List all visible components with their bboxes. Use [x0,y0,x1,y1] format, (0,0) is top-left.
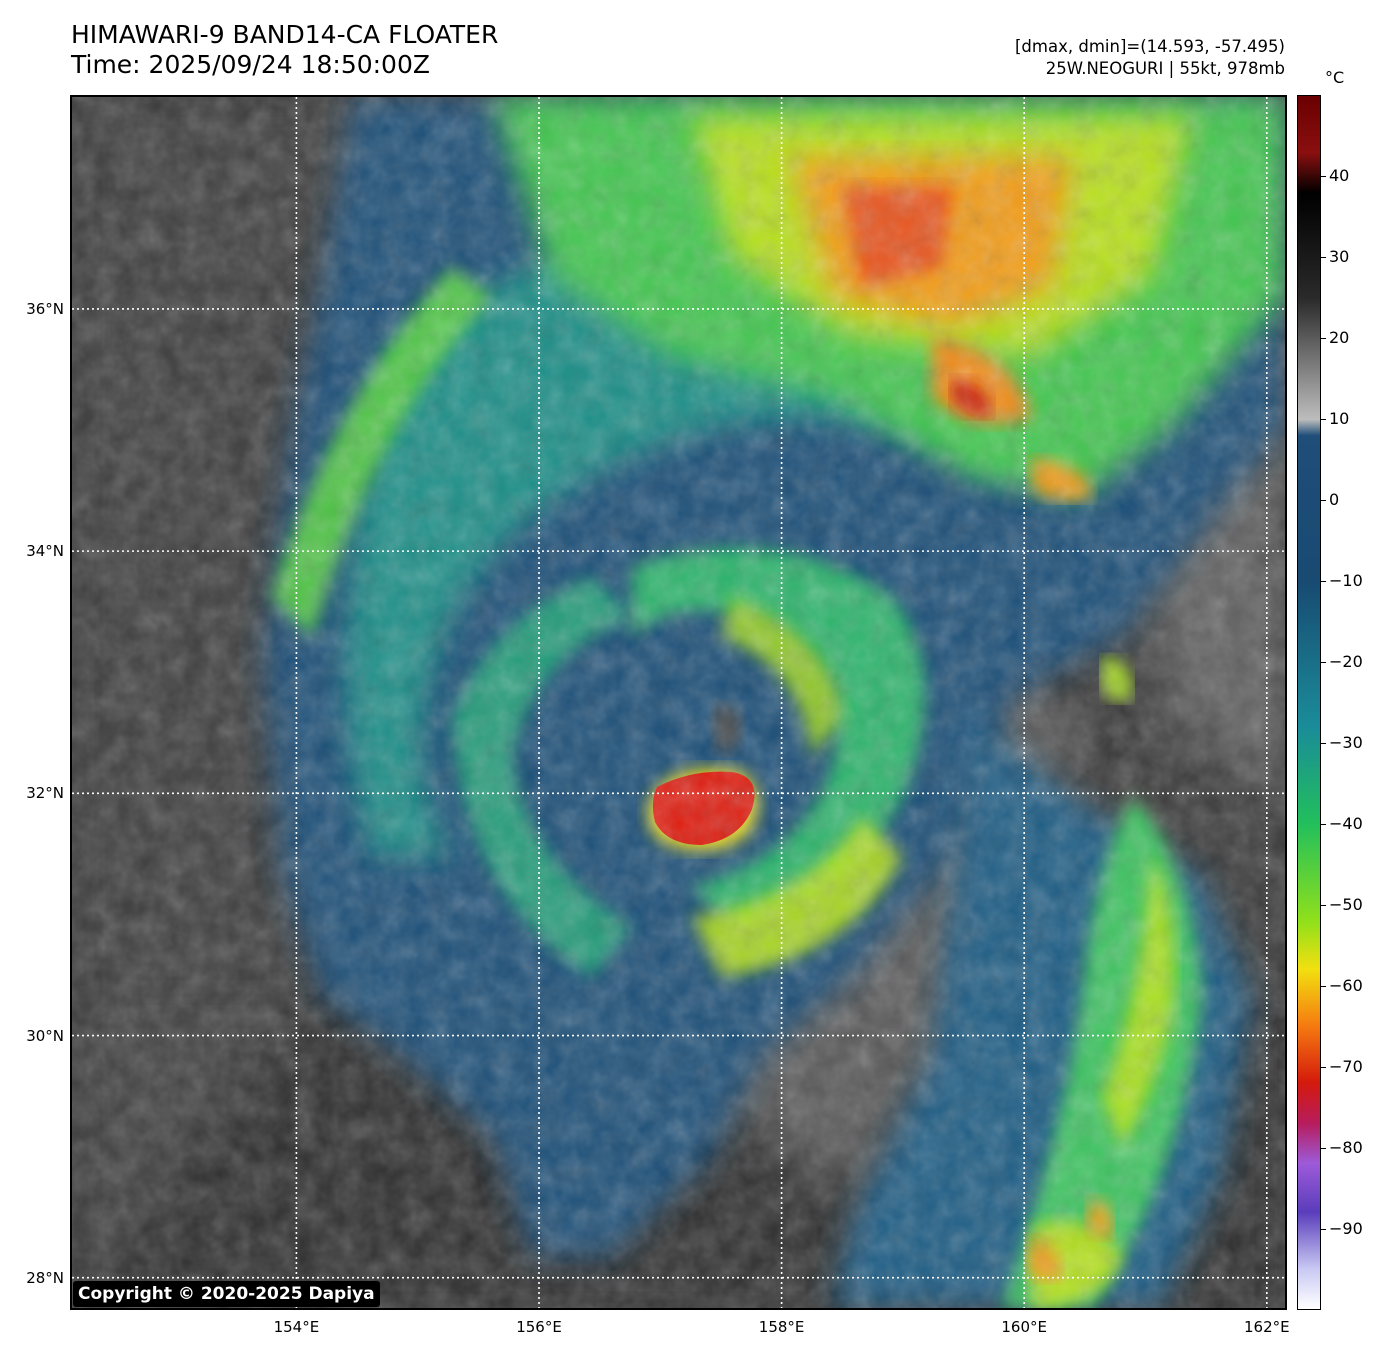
title-satellite-band: HIMAWARI-9 BAND14-CA FLOATER [71,20,499,49]
lon-tick-label: 162°E [1243,1318,1290,1336]
data-range-readout: [dmax, dmin]=(14.593, -57.495) [1015,37,1285,56]
lat-tick-label: 34°N [26,542,64,561]
colorbar-tick [1321,905,1326,906]
colorbar-tick [1321,1148,1326,1149]
colorbar-tick [1321,1229,1326,1230]
copyright-label: Copyright © 2020-2025 Dapiya [73,1281,380,1307]
colorbar-tick [1321,338,1326,339]
colorbar-tick-label: −30 [1329,733,1363,752]
temperature-colorbar [1297,95,1321,1310]
colorbar-tick [1321,581,1326,582]
colorbar-tick [1321,743,1326,744]
colorbar-tick-label: 0 [1329,490,1340,509]
storm-info: 25W.NEOGURI | 55kt, 978mb [1045,59,1285,78]
lon-tick-label: 154°E [273,1318,320,1336]
colorbar-tick [1321,257,1326,258]
colorbar-tick-label: −70 [1329,1057,1363,1076]
colorbar-tick-label: 10 [1329,409,1350,428]
colorbar-tick-label: 40 [1329,166,1350,185]
colorbar-tick [1321,662,1326,663]
lon-tick-label: 160°E [1001,1318,1047,1336]
colorbar-tick [1321,986,1326,987]
lat-tick-label: 28°N [26,1268,64,1287]
colorbar-tick-label: 20 [1329,328,1350,347]
colorbar-tick-label: −10 [1329,571,1363,590]
lat-tick-label: 36°N [26,299,64,318]
colorbar-tick [1321,824,1326,825]
colorbar-tick-label: 30 [1329,247,1350,266]
lon-tick-label: 158°E [758,1318,805,1336]
satellite-map [70,95,1287,1310]
colorbar-unit: °C [1325,68,1345,87]
colorbar-tick [1321,500,1326,501]
colorbar-tick-label: −20 [1329,652,1363,671]
lat-tick-label: 32°N [26,784,64,803]
colorbar-tick [1321,176,1326,177]
colorbar-tick-label: −50 [1329,895,1363,914]
title-timestamp: Time: 2025/09/24 18:50:00Z [71,50,430,79]
colorbar-tick-label: −90 [1329,1219,1363,1238]
lat-tick-label: 30°N [26,1026,64,1045]
colorbar-tick-label: −40 [1329,814,1363,833]
colorbar-tick-label: −60 [1329,976,1363,995]
colorbar-tick [1321,419,1326,420]
lon-tick-label: 156°E [516,1318,562,1336]
colorbar-tick [1321,1067,1326,1068]
colorbar-tick-label: −80 [1329,1138,1363,1157]
